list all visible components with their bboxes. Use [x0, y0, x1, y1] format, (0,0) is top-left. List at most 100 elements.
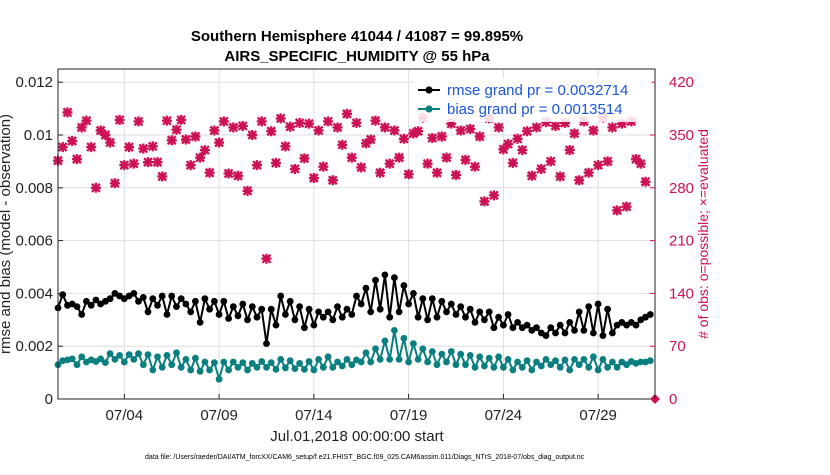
rmse-point-104: [547, 324, 555, 332]
obs-point-25: [171, 124, 182, 135]
rmse-point-45: [267, 305, 275, 313]
bias-point-35: [220, 358, 228, 366]
y-axis-label: rmse and bias (model - observation): [0, 114, 14, 354]
bias-point-25: [173, 349, 180, 357]
bias-point-90: [481, 362, 488, 370]
bias-point-62: [348, 361, 356, 369]
rmse-point-38: [234, 312, 242, 320]
legend-bias-label: bias grand pr = 0.0013514: [447, 101, 623, 118]
bias-point-13: [116, 352, 123, 359]
rmse-point-65: [362, 284, 370, 292]
bias-point-21: [154, 353, 161, 361]
rmse-point-113: [590, 329, 597, 337]
y-tick-label-3: 0.006: [15, 233, 53, 250]
obs-point-75: [408, 128, 419, 139]
rmse-point-122: [632, 321, 640, 329]
obs-point-46: [270, 157, 281, 168]
obs-point-63: [351, 117, 362, 128]
rmse-point-106: [556, 321, 564, 329]
obs-point-92: [488, 190, 499, 201]
rmse-point-55: [315, 308, 322, 316]
obs-point-20: [147, 141, 158, 152]
bias-point-27: [182, 356, 190, 363]
y2-tick-label-5: 350: [669, 127, 694, 144]
bias-point-109: [571, 356, 578, 363]
bias-point-29: [192, 354, 199, 362]
bias-point-64: [357, 358, 365, 366]
x-tick-label-3: 07/19: [390, 407, 428, 424]
bias-point-59: [334, 358, 341, 366]
bias-point-85: [457, 350, 465, 358]
bias-point-68: [376, 356, 384, 363]
obs-point-95: [503, 139, 514, 150]
bias-point-51: [296, 360, 303, 367]
rmse-point-34: [215, 311, 223, 318]
y-tick-label-5: 0.01: [24, 127, 53, 144]
obs-point-34: [214, 137, 225, 148]
bias-point-99: [523, 357, 531, 365]
x-axis-label: Jul.01,2018 00:00:00 start: [270, 428, 444, 445]
bias-point-96: [509, 366, 517, 374]
rmse-point-105: [552, 329, 559, 337]
obs-point-45: [266, 126, 277, 137]
obs-point-21: [152, 157, 163, 168]
obs-point-33: [209, 125, 220, 136]
rmse-point-26: [177, 295, 185, 303]
obs-point-44: [261, 253, 272, 264]
rmse-point-17: [135, 297, 142, 305]
rmse-point-101: [533, 324, 540, 332]
bias-point-108: [566, 366, 574, 374]
rmse-point-109: [571, 327, 578, 334]
bias-point-113: [590, 353, 597, 361]
rmse-point-72: [395, 308, 403, 316]
bias-point-26: [177, 363, 185, 371]
rmse-point-66: [367, 308, 375, 316]
obs-point-16: [128, 158, 139, 169]
bias-point-110: [575, 361, 583, 369]
rmse-series: [54, 271, 654, 347]
y2-axis-label: # of obs: o=possible; ×=evaluated: [695, 129, 711, 339]
bias-point-111: [580, 356, 588, 363]
rmse-point-5: [78, 311, 86, 318]
obs-point-61: [342, 108, 353, 119]
obs-point-55: [313, 125, 324, 136]
bias-point-91: [485, 354, 493, 362]
obs-point-74: [403, 169, 414, 180]
bias-point-53: [305, 358, 313, 365]
rmse-point-41: [248, 303, 256, 310]
obs-point-62: [346, 152, 357, 163]
rmse-point-47: [277, 292, 285, 300]
obs-point-109: [569, 128, 580, 139]
rmse-point-83: [447, 300, 455, 308]
bias-point-79: [428, 348, 436, 355]
bias-point-48: [282, 364, 289, 372]
bias-point-52: [301, 366, 308, 373]
obs-point-117: [607, 122, 618, 133]
obs-point-35: [218, 116, 229, 127]
bias-point-72: [395, 356, 403, 363]
rmse-point-22: [158, 292, 166, 300]
bias-point-67: [372, 345, 379, 353]
obs-point-69: [379, 122, 390, 133]
rmse-point-63: [353, 292, 360, 300]
bias-point-57: [324, 353, 332, 361]
bias-point-28: [187, 366, 195, 374]
obs-point-71: [389, 125, 400, 136]
footnote: data file: /Users/raeder/DAI/ATM_forcXX/…: [145, 454, 585, 461]
bias-point-3: [68, 355, 76, 363]
obs-point-13: [114, 114, 125, 125]
rmse-point-19: [144, 308, 152, 316]
obs-point-12: [109, 178, 120, 189]
obs-point-42: [252, 160, 262, 171]
rmse-point-111: [580, 327, 588, 334]
rmse-point-97: [514, 319, 521, 326]
bias-point-88: [471, 363, 479, 371]
rmse-point-11: [106, 295, 114, 303]
bias-point-118: [613, 363, 621, 371]
rmse-point-103: [542, 332, 550, 339]
bias-point-82: [443, 358, 450, 366]
rmse-point-75: [410, 290, 417, 297]
y2-tick-label-0: 0: [669, 391, 677, 408]
bias-point-94: [500, 363, 507, 371]
